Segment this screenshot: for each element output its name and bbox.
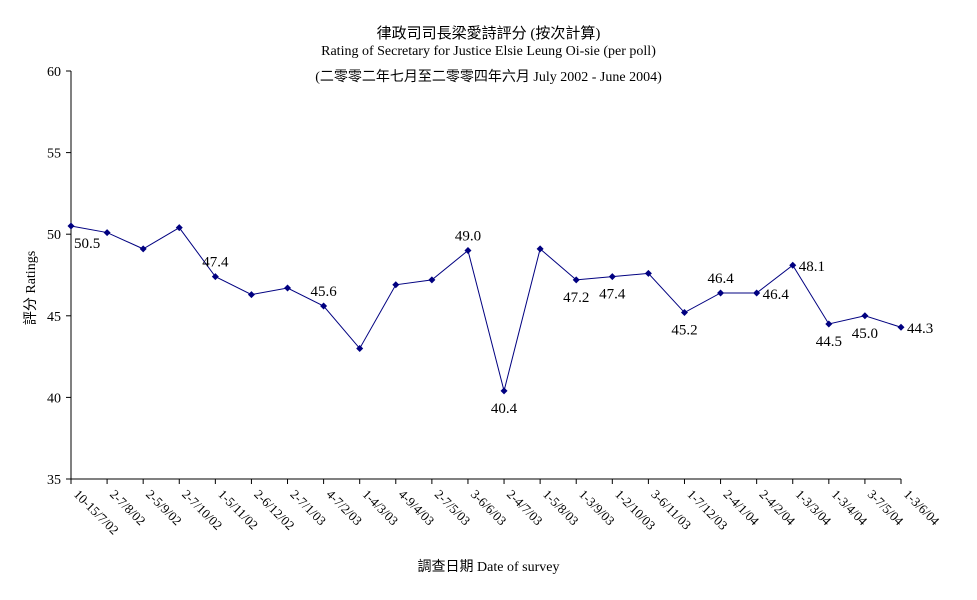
data-point	[67, 222, 75, 230]
x-tick-label: 2-4/7/03	[504, 487, 546, 529]
data-point	[103, 229, 111, 237]
x-tick-label: 3-6/6/03	[468, 487, 510, 529]
x-tick-label: 1-3/9/03	[576, 487, 618, 529]
data-point	[320, 302, 328, 310]
x-tick-label: 4-7/2/03	[323, 487, 365, 529]
data-point	[284, 284, 292, 292]
data-point	[139, 245, 147, 253]
data-label: 46.4	[763, 287, 790, 303]
y-axis-label: 評分 Ratings	[24, 250, 39, 326]
data-point	[644, 269, 652, 277]
y-tick-label: 40	[47, 391, 61, 406]
x-tick-label: 3-7/5/04	[865, 487, 907, 529]
data-point	[247, 291, 255, 299]
x-tick-label: 1-3/4/04	[829, 487, 871, 529]
x-tick-label: 2-7/5/03	[432, 487, 474, 529]
data-label: 50.5	[74, 236, 100, 252]
x-axis-label: 調查日期 Date of survey	[417, 560, 560, 575]
x-tick-label: 1-5/8/03	[540, 487, 582, 529]
data-point	[680, 309, 688, 317]
data-point	[428, 276, 436, 284]
data-point	[825, 320, 833, 328]
y-tick-label: 45	[47, 310, 61, 325]
series-line	[70, 225, 902, 391]
data-label: 46.4	[707, 271, 734, 287]
y-tick-label: 35	[47, 473, 61, 488]
data-label: 40.4	[491, 401, 518, 417]
data-point	[536, 245, 544, 253]
data-point	[175, 224, 183, 232]
data-point	[211, 273, 219, 281]
data-label: 45.2	[671, 323, 697, 339]
chart-subtitle: Rating of Secretary for Justice Elsie Le…	[321, 44, 656, 59]
data-label: 47.4	[599, 287, 626, 303]
data-label: 44.5	[816, 334, 842, 350]
data-point	[500, 387, 508, 395]
data-point	[572, 276, 580, 284]
chart-date-range: (二零零二年七月至二零零四年六月 July 2002 - June 2004)	[315, 70, 662, 85]
data-label: 45.0	[852, 326, 878, 342]
y-tick-label: 60	[47, 65, 61, 80]
x-tick-label: 2-4/2/04	[757, 487, 799, 529]
data-label: 49.0	[455, 229, 481, 245]
data-point	[753, 289, 761, 297]
data-label: 47.2	[563, 290, 589, 306]
data-point	[861, 312, 869, 320]
data-label: 48.1	[799, 259, 825, 275]
data-label: 47.4	[202, 255, 229, 271]
data-point	[789, 261, 797, 269]
x-tick-label: 4-9/4/03	[396, 487, 438, 529]
data-label: 45.6	[310, 284, 337, 300]
data-label: 44.3	[907, 321, 933, 337]
y-tick-label: 55	[47, 147, 61, 162]
data-point	[897, 323, 905, 331]
data-point	[717, 289, 725, 297]
chart-title: 律政司司長梁愛詩評分 (按次計算)	[376, 26, 601, 42]
x-tick-label: 2-5/9/02	[143, 487, 185, 529]
data-point	[356, 344, 364, 352]
x-tick-label: 1-4/3/03	[360, 487, 402, 529]
y-tick-label: 50	[47, 228, 61, 243]
x-tick-label: 1-3/3/04	[793, 487, 835, 529]
data-point	[464, 247, 472, 255]
data-point	[608, 273, 616, 281]
x-tick-label: 1-3/6/04	[901, 487, 943, 529]
data-point	[392, 281, 400, 289]
